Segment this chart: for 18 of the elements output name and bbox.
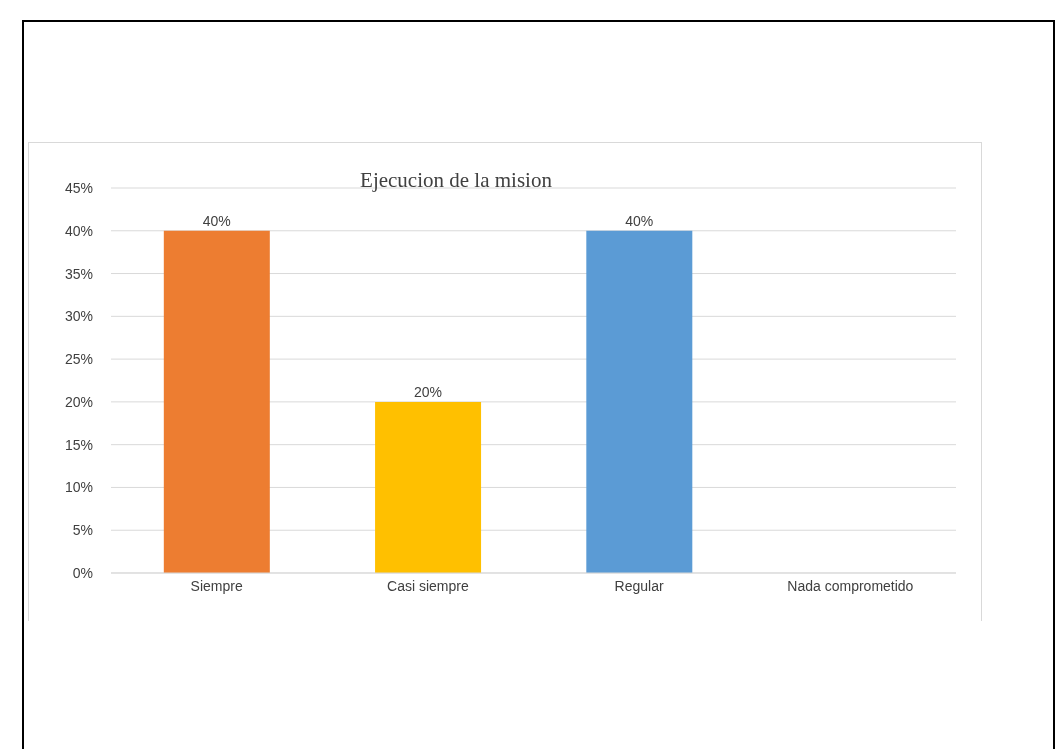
x-tick-label: Siempre	[190, 577, 243, 594]
x-tick-label: Regular	[614, 577, 664, 594]
y-tick-label: 30%	[64, 308, 93, 325]
x-tick-label: Nada comprometido	[787, 577, 914, 594]
data-label: 40%	[202, 212, 231, 229]
data-label: 40%	[625, 212, 654, 229]
y-tick-label: 0%	[72, 564, 93, 581]
y-tick-label: 10%	[64, 479, 93, 496]
data-label: 20%	[414, 383, 443, 400]
y-tick-label: 20%	[64, 393, 93, 410]
y-tick-label: 40%	[64, 222, 93, 239]
y-tick-label: 25%	[64, 351, 93, 368]
y-tick-label: 15%	[64, 436, 93, 453]
y-tick-label: 5%	[72, 522, 93, 539]
y-tick-label: 35%	[64, 265, 93, 282]
y-tick-label: 45%	[64, 179, 93, 196]
x-tick-label: Casi siempre	[387, 577, 469, 594]
chart-title: Ejecucion de la mision	[360, 168, 552, 192]
